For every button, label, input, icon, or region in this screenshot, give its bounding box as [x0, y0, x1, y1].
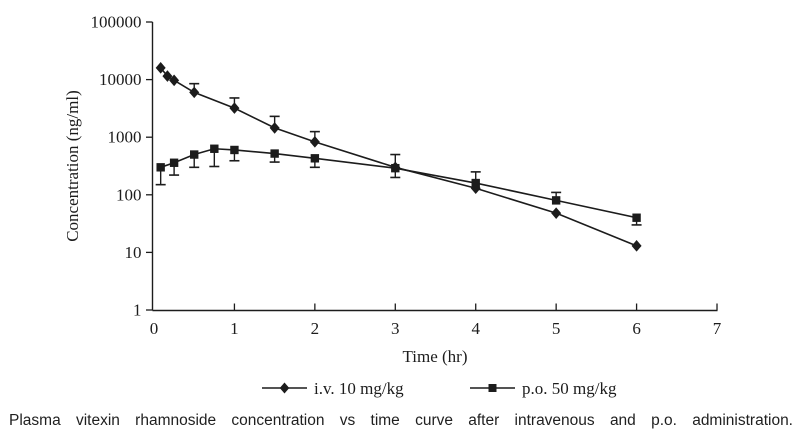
data-point-marker	[470, 182, 481, 195]
data-point-marker	[230, 145, 239, 155]
data-point-marker	[631, 240, 642, 252]
data-point-marker	[189, 86, 200, 99]
legend-label: p.o. 50 mg/kg	[522, 379, 617, 398]
y-axis-title: Concentration (ng/ml)	[63, 90, 82, 242]
x-tick-label: 0	[150, 319, 159, 338]
data-point-marker	[169, 74, 180, 87]
x-tick-label: 1	[230, 319, 239, 338]
data-point-marker	[210, 144, 219, 153]
data-point-marker	[190, 150, 199, 159]
series-line	[160, 147, 637, 219]
series-diamond	[160, 67, 637, 247]
legend-label: i.v. 10 mg/kg	[314, 379, 404, 398]
y-tick-label: 1	[133, 301, 142, 320]
data-point-marker	[155, 62, 166, 74]
x-tick-label: 3	[391, 319, 400, 338]
x-axis-title: Time (hr)	[402, 347, 467, 366]
series-line	[160, 67, 637, 247]
data-point-marker	[551, 207, 562, 219]
data-point-marker	[551, 196, 561, 205]
x-tick-label: 5	[552, 319, 561, 338]
y-tick-label: 100000	[91, 13, 142, 32]
data-point-marker	[162, 70, 173, 82]
data-point-marker	[169, 158, 179, 167]
y-tick-label: 1000	[108, 128, 142, 147]
legend-marker-square	[488, 384, 497, 392]
data-point-marker	[391, 163, 400, 173]
legend-marker-diamond	[279, 382, 290, 394]
data-point-marker	[229, 102, 240, 114]
y-tick-label: 100	[116, 185, 142, 204]
x-tick-label: 7	[713, 319, 722, 338]
data-point-marker	[309, 136, 320, 148]
y-tick-label: 10000	[99, 70, 142, 89]
figure-caption: Plasma vitexin rhamnoside concentration …	[9, 412, 793, 429]
data-point-marker	[270, 149, 279, 158]
x-tick-label: 4	[471, 319, 480, 338]
data-point-marker	[310, 154, 320, 163]
series-square	[155, 147, 642, 226]
y-tick-label: 10	[125, 243, 142, 262]
x-tick-label: 2	[311, 319, 320, 338]
data-point-marker	[156, 163, 165, 172]
data-point-marker	[471, 178, 480, 188]
data-point-marker	[632, 213, 641, 222]
data-point-marker	[269, 122, 280, 134]
x-tick-label: 6	[632, 319, 641, 338]
